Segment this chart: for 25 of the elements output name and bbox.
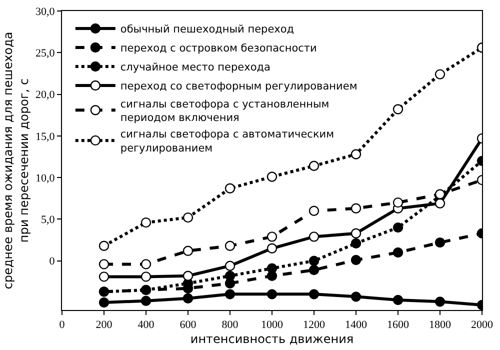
x-tick-label: 600	[180, 319, 197, 332]
y-tick-label: 10,0	[36, 172, 56, 184]
legend-label: переход со светофорным регулированием	[120, 80, 358, 93]
x-tick-label: 1400	[345, 319, 368, 332]
legend-label: случайное место перехода	[120, 62, 270, 74]
x-tick-label: 1800	[429, 319, 452, 332]
x-axis-title: интенсивность движения	[190, 332, 354, 346]
x-tick-label: 1000	[261, 319, 284, 332]
y-tick-label: 25,0	[36, 47, 56, 60]
y-tick-label: 0	[49, 256, 56, 268]
legend-label: обычный пешеходный переход	[120, 24, 294, 36]
y-tick-label: 20,0	[36, 89, 56, 102]
y-tick-label: 30,0	[36, 6, 56, 18]
x-tick-label: 1200	[303, 319, 326, 332]
legend-label: сигналы светофора с автоматическим регулированием	[120, 128, 334, 154]
x-tick-label: 2000	[471, 319, 494, 332]
y-tick-label: 15,0	[36, 130, 56, 143]
x-tick-label: 800	[222, 319, 239, 332]
y-axis-title: среднее время ожидания для пешехода при пересечении дорог, с	[1, 32, 31, 290]
x-tick-label: 1600	[387, 319, 410, 332]
y-tick-label: 5,0	[41, 214, 56, 226]
x-tick-label: 200	[96, 319, 113, 332]
x-tick-label: 0	[59, 319, 66, 332]
legend-label: переход с островком безопасности	[120, 42, 317, 55]
x-tick-label: 400	[138, 319, 155, 332]
